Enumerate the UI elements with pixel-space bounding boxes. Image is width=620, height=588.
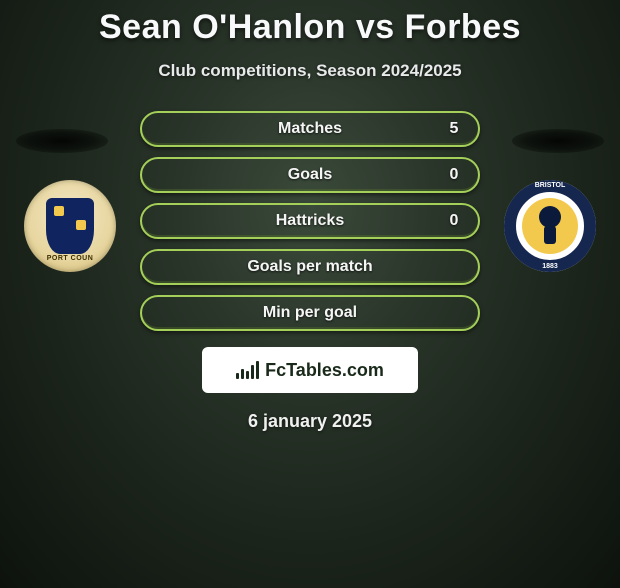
stat-label: Hattricks (142, 212, 478, 230)
stat-right-value: 5 (442, 120, 466, 138)
stat-row: Min per goal (140, 295, 480, 331)
watermark-text: FcTables.com (265, 360, 384, 381)
bars-icon (236, 361, 259, 379)
stat-right-value: 0 (442, 212, 466, 230)
comparison-panel: PORT COUN BRISTOL 1883 Matches5Goals0Hat… (0, 111, 620, 432)
stat-right-value: 0 (442, 166, 466, 184)
pirate-icon (535, 206, 565, 246)
stat-label: Goals per match (142, 258, 478, 276)
crest-inner-icon (522, 198, 578, 254)
player-right-crest: BRISTOL 1883 (500, 176, 600, 276)
crest-left-caption: PORT COUN (47, 255, 94, 262)
stat-row: Matches5 (140, 111, 480, 147)
player-left-crest: PORT COUN (20, 176, 120, 276)
crest-right-top-text: BRISTOL (535, 182, 566, 189)
stat-label: Matches (142, 120, 478, 138)
watermark: FcTables.com (202, 347, 418, 393)
date-text: 6 january 2025 (0, 411, 620, 432)
crest-badge-right: BRISTOL 1883 (504, 180, 596, 272)
stat-label: Min per goal (142, 304, 478, 322)
stat-row: Goals per match (140, 249, 480, 285)
stat-row: Hattricks0 (140, 203, 480, 239)
stats-list: Matches5Goals0Hattricks0Goals per matchM… (140, 111, 480, 331)
stat-row: Goals0 (140, 157, 480, 193)
crest-right-bottom-text: 1883 (542, 263, 558, 270)
stat-label: Goals (142, 166, 478, 184)
subtitle: Club competitions, Season 2024/2025 (0, 61, 620, 81)
crest-shield-icon (46, 198, 94, 254)
player-right-shadow (512, 129, 604, 153)
crest-badge-left: PORT COUN (24, 180, 116, 272)
player-left-shadow (16, 129, 108, 153)
page-title: Sean O'Hanlon vs Forbes (0, 8, 620, 47)
